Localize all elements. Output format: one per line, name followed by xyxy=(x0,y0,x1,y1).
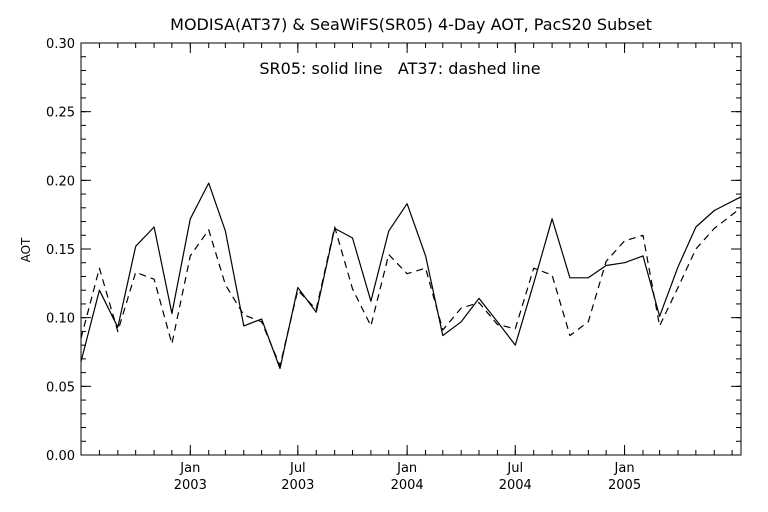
y-tick-label: 0.15 xyxy=(46,243,75,258)
series-legend-note: SR05: solid line AT37: dashed line xyxy=(259,59,540,78)
x-tick-year-label: 2004 xyxy=(391,478,424,493)
y-axis-label: AOT xyxy=(19,237,33,262)
plot-frame xyxy=(80,42,742,456)
x-tick-month-label: Jul xyxy=(289,461,306,476)
x-tick-year-label: 2004 xyxy=(499,478,532,493)
x-tick-month-label: Jan xyxy=(614,461,635,476)
chart-title: MODISA(AT37) & SeaWiFS(SR05) 4-Day AOT, … xyxy=(170,15,652,34)
series-line-sr05 xyxy=(80,182,742,370)
y-tick-label: 0.30 xyxy=(46,37,75,52)
x-tick-year-label: 2003 xyxy=(174,478,207,493)
x-tick-month-label: Jan xyxy=(179,461,200,476)
x-tick-year-label: 2005 xyxy=(608,478,641,493)
x-tick-month-label: Jul xyxy=(506,461,523,476)
x-tick-month-label: Jan xyxy=(396,461,417,476)
y-tick-label: 0.05 xyxy=(46,380,75,395)
x-tick-year-label: 2003 xyxy=(281,478,314,493)
y-tick-label: 0.20 xyxy=(46,174,75,189)
series-line-at37 xyxy=(80,207,742,367)
y-tick-label: 0.25 xyxy=(46,106,75,121)
y-tick-label: 0.10 xyxy=(46,312,75,327)
y-tick-label: 0.00 xyxy=(46,449,75,464)
